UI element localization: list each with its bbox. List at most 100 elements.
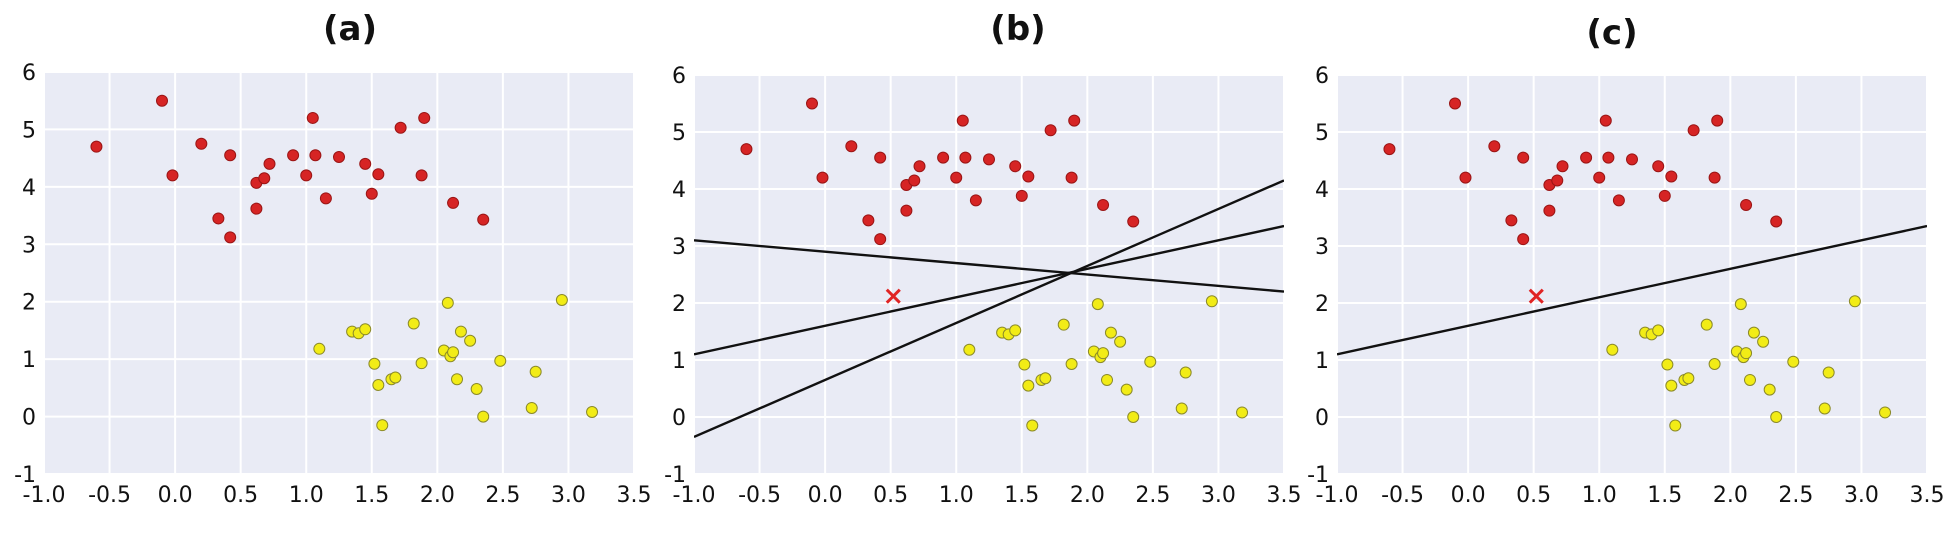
yellow-point-15	[447, 346, 460, 359]
red-point-14	[956, 114, 969, 127]
yellow-point-16	[1744, 373, 1756, 386]
yellow-point-23	[1179, 366, 1192, 379]
x-tick-label: 2.5	[1778, 483, 1813, 508]
y-tick-label: 1	[672, 349, 686, 374]
yellow-point-25	[586, 405, 599, 418]
red-point-21	[1687, 124, 1700, 137]
red-point-25	[1770, 215, 1783, 228]
yellow-point-11	[1065, 357, 1078, 370]
red-point-4	[845, 140, 858, 153]
red-point-1	[740, 143, 753, 156]
yellow-point-19	[1763, 383, 1776, 396]
red-point-21	[1044, 124, 1057, 137]
red-point-11	[913, 160, 926, 173]
x-tick-label: 3.0	[1844, 483, 1879, 508]
x-tick-label: 3.5	[1267, 483, 1302, 508]
x-tick-label: 1.0	[1582, 483, 1617, 508]
red-point-14	[306, 111, 319, 124]
red-point-22	[415, 169, 428, 182]
plot-content	[1337, 97, 1927, 432]
y-tick-label: -1	[1307, 463, 1329, 488]
x-tick-label: 1.0	[939, 483, 974, 508]
red-point-5	[212, 212, 225, 225]
y-tick-label: 3	[22, 233, 36, 258]
x-tick-label: 3.0	[1201, 483, 1236, 508]
yellow-point-7	[1669, 419, 1682, 432]
red-point-3	[166, 169, 179, 182]
red-point-13	[1593, 171, 1606, 184]
yellow-point-1	[963, 343, 976, 356]
red-point-23	[418, 111, 431, 124]
yellow-point-6	[372, 378, 385, 391]
yellow-point-25	[1879, 406, 1892, 419]
yellow-point-25	[1236, 406, 1249, 419]
y-tick-label: 0	[22, 406, 36, 431]
x-tick-label: -0.5	[1381, 483, 1424, 508]
panel-a: -1.0 -0.5 0.0 0.5 1.0 1.5 2.0 2.5 3.0 3.5 -1 0 1 2 3 4 5…	[14, 9, 651, 508]
red-point-1	[90, 140, 103, 153]
red-point-5	[862, 214, 875, 227]
yellow-point-17	[1104, 326, 1117, 339]
red-point-9	[250, 202, 263, 215]
yellow-point-9	[1682, 372, 1695, 385]
x-tick-label: 0.5	[873, 483, 908, 508]
yellow-point-7	[376, 419, 389, 432]
y-tick-label: 2	[1315, 292, 1329, 317]
red-point-12	[1580, 151, 1593, 164]
yellow-point-24	[1205, 295, 1218, 308]
yellow-point-22	[525, 401, 538, 414]
yellow-point-9	[1039, 372, 1052, 385]
yellow-point-24	[555, 293, 568, 306]
red-point-11	[1556, 160, 1569, 173]
y-tick-label: 6	[672, 64, 686, 89]
x-tick-label: -1.0	[1316, 483, 1359, 508]
y-tick-label: 4	[1315, 178, 1329, 203]
red-point-3	[816, 171, 829, 184]
panel-title: (c)	[1586, 13, 1637, 53]
panel-b: -1.0 -0.5 0.0 0.5 1.0 1.5 2.0 2.5 3.0 3.5 -1 0 1 2 3 4 5…	[664, 9, 1301, 508]
yellow-point-22	[1175, 402, 1188, 415]
red-point-18	[1009, 160, 1022, 173]
red-point-24	[1740, 198, 1753, 211]
y-tick-label: 5	[672, 121, 686, 146]
yellow-point-11	[1708, 357, 1721, 370]
yellow-point-9	[389, 371, 402, 384]
x-marker	[885, 288, 901, 304]
red-point-12	[287, 149, 300, 162]
y-tick-label: 1	[22, 348, 36, 373]
separator-line-2	[694, 224, 1284, 356]
y-tick-label: 0	[1315, 406, 1329, 431]
red-point-15	[1602, 151, 1615, 164]
panel-title: (a)	[323, 9, 377, 49]
x-tick-label: 2.0	[1713, 483, 1748, 508]
x-tick-label: 3.0	[551, 483, 586, 508]
plot-area	[1337, 75, 1927, 474]
red-point-6	[1517, 151, 1530, 164]
red-point-7	[1517, 233, 1530, 246]
yellow-point-4	[1652, 324, 1665, 337]
red-point-15	[959, 151, 972, 164]
x-tick-label: 0.5	[223, 483, 258, 508]
red-point-10	[1551, 174, 1564, 187]
yellow-point-19	[1120, 383, 1133, 396]
y-tick-label: 4	[672, 178, 686, 203]
red-point-16	[969, 194, 982, 207]
red-point-7	[874, 233, 887, 246]
yellow-point-18	[464, 334, 477, 347]
y-tick-label: -1	[664, 463, 686, 488]
x-marker	[1528, 288, 1544, 304]
red-point-20	[1022, 170, 1035, 183]
separator-line-3	[694, 179, 1284, 439]
y-tick-label: 6	[22, 61, 36, 86]
y-tick-label: 2	[672, 292, 686, 317]
panel-c: -1.0 -0.5 0.0 0.5 1.0 1.5 2.0 2.5 3.0 3.5 -1 0 1 2 3 4 5…	[1307, 13, 1944, 508]
red-point-19	[1015, 189, 1028, 202]
yellow-point-1	[313, 342, 326, 355]
red-point-1	[1383, 143, 1396, 156]
y-tick-label: -1	[14, 463, 36, 488]
red-point-3	[1459, 171, 1472, 184]
y-tick-label: 0	[672, 406, 686, 431]
red-point-2	[1449, 97, 1461, 110]
red-point-18	[1652, 160, 1665, 173]
